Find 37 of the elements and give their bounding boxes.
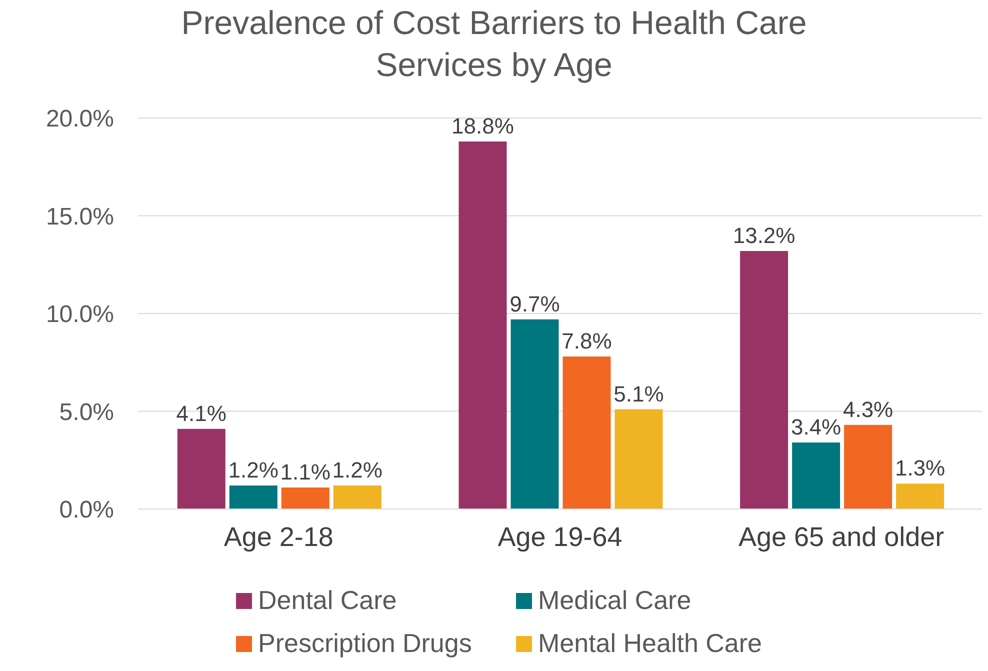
y-tick-label: 0.0% <box>59 496 114 524</box>
data-label: 1.1% <box>280 459 330 484</box>
data-label: 18.8% <box>452 113 514 138</box>
bar <box>281 487 330 509</box>
data-label: 9.7% <box>510 291 560 316</box>
y-tick-label: 10.0% <box>46 301 114 328</box>
legend-label: Prescription Drugs <box>258 628 472 659</box>
bar <box>458 141 507 509</box>
x-tick-label: Age 2-18 <box>224 522 334 552</box>
bar <box>229 486 278 509</box>
chart-title: Prevalence of Cost Barriers to Health Care Services by Age <box>180 3 808 85</box>
data-label: 4.1% <box>176 400 226 426</box>
data-label: 1.2% <box>332 458 382 483</box>
data-label: 1.3% <box>894 456 946 481</box>
bar <box>614 409 663 509</box>
data-label: 4.3% <box>842 396 894 422</box>
bar <box>333 486 382 509</box>
bar <box>510 319 559 509</box>
x-tick-label: Age 65 and older <box>738 522 944 552</box>
y-tick-label: 5.0% <box>59 398 114 426</box>
data-label: 3.4% <box>790 414 842 440</box>
bar <box>562 356 611 509</box>
bar <box>896 484 944 509</box>
y-tick-label: 20.0% <box>46 106 114 133</box>
bar <box>792 442 840 509</box>
data-label: 1.2% <box>228 458 278 483</box>
data-label: 5.1% <box>614 381 664 406</box>
x-tick-label: Age 19-64 <box>498 522 622 552</box>
bar <box>177 428 226 509</box>
legend-label: Mental Health Care <box>538 628 762 659</box>
y-tick-label: 15.0% <box>46 203 114 230</box>
legend-label: Dental Care <box>258 585 397 616</box>
legend-label: Medical Care <box>538 585 692 616</box>
data-label: 7.8% <box>562 328 612 354</box>
data-label: 13.2% <box>732 222 796 248</box>
bar <box>740 250 788 509</box>
bar <box>844 424 892 509</box>
